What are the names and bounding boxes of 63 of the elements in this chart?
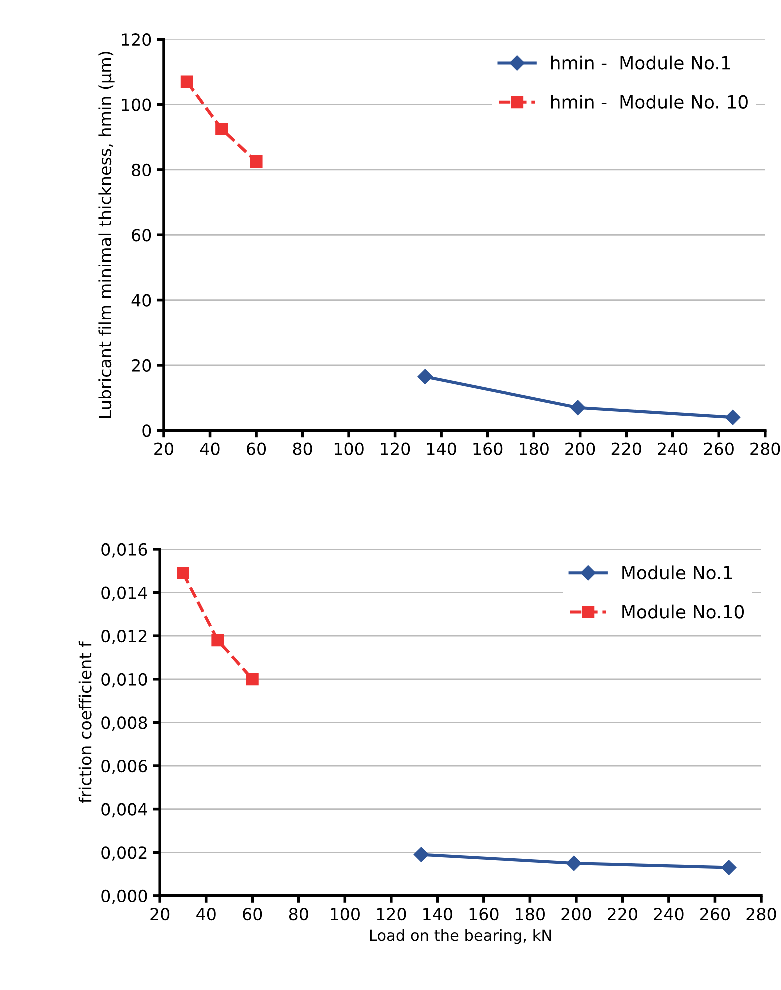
legend-label: Module No.10 [622, 604, 744, 619]
point [212, 634, 224, 647]
x-tick-label: 80 [289, 908, 308, 921]
y-tick-label: 120 [122, 34, 152, 46]
y-tick-label: 60 [132, 229, 152, 242]
y-tick-label: 0,010 [102, 673, 148, 688]
y-tick-label: 100 [122, 98, 152, 112]
y-tick-label: 20 [132, 359, 152, 372]
y-tick-label: 0,000 [102, 890, 148, 904]
y-axis-title: Lubricant film minimal thickness, hmin (µm) [98, 52, 115, 418]
x-tick-label: 160 [474, 442, 503, 456]
x-tick-label: 220 [608, 908, 638, 921]
x-tick-label: 180 [520, 442, 549, 456]
x-tick-label: 20 [154, 442, 174, 456]
point [722, 860, 737, 876]
x-tick-label: 60 [243, 908, 262, 921]
point [418, 369, 433, 384]
x-tick-label: 200 [566, 442, 596, 456]
x-tick-label: 240 [658, 442, 688, 456]
legend-label: hmin - Module No.1 [551, 56, 730, 70]
legend-label: hmin - Module No. 10 [551, 94, 748, 109]
y-tick-label: 0,012 [102, 630, 147, 644]
x-tick-label: 240 [654, 908, 684, 921]
x-tick-label: 120 [381, 442, 410, 456]
y-tick-label: 40 [132, 294, 152, 307]
x-tick-label: 140 [424, 908, 452, 921]
legend-label: Module No.1 [622, 566, 732, 580]
point [176, 567, 190, 580]
point [566, 856, 582, 872]
point [250, 156, 263, 168]
y-tick-label: 0,006 [102, 760, 148, 774]
x-axis-title: Load on the bearing, kN [370, 929, 552, 944]
x-tick-label: 40 [196, 908, 216, 921]
point [180, 76, 194, 88]
x-tick-label: 120 [377, 908, 406, 921]
x-tick-label: 220 [612, 442, 642, 456]
y-tick-label: 0,008 [102, 716, 148, 731]
x-tick-label: 140 [427, 442, 456, 456]
x-tick-label: 180 [516, 908, 545, 921]
y-axis-title: friction coefficient f [78, 641, 92, 804]
x-tick-label: 20 [150, 908, 170, 921]
y-tick-label: 0,004 [102, 803, 148, 818]
x-tick-label: 200 [562, 908, 592, 921]
x-tick-label: 280 [746, 908, 776, 921]
x-tick-label: 40 [200, 442, 220, 456]
point [216, 122, 228, 136]
x-tick-label: 60 [247, 442, 266, 456]
x-tick-label: 100 [334, 442, 364, 456]
y-tick-label: 0,016 [102, 543, 148, 558]
y-tick-label: 0,014 [102, 586, 148, 602]
point [414, 847, 430, 862]
x-tick-label: 260 [700, 908, 730, 921]
point [246, 673, 259, 686]
x-tick-label: 160 [470, 908, 499, 921]
x-tick-label: 280 [750, 442, 780, 456]
point [725, 410, 741, 426]
point [570, 400, 586, 416]
x-tick-label: 80 [293, 442, 312, 456]
y-tick-label: 80 [132, 164, 152, 177]
y-tick-label: 0 [142, 424, 152, 438]
x-tick-label: 100 [331, 908, 360, 921]
y-tick-label: 0,002 [102, 846, 147, 861]
x-tick-label: 260 [704, 442, 734, 456]
